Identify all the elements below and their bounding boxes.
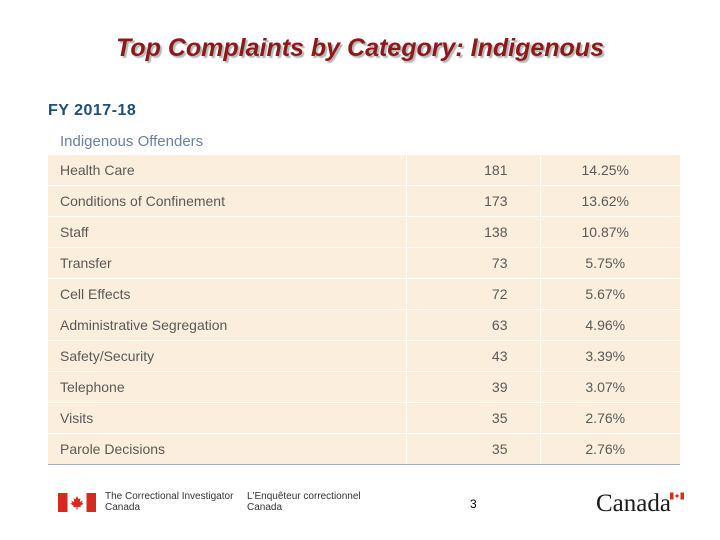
complaints-table: Health Care 181 14.25% Conditions of Con…	[48, 155, 680, 465]
percent-cell: 3.07%	[540, 371, 680, 403]
table-row: Telephone 39 3.07%	[48, 371, 680, 403]
table-row: Visits 35 2.76%	[48, 402, 680, 434]
page-number: 3	[470, 497, 477, 511]
org-name-english-line1: The Correctional Investigator	[105, 491, 234, 502]
slide-title: Top Complaints by Category: Indigenous	[116, 34, 604, 62]
percent-cell: 14.25%	[540, 155, 680, 186]
count-cell: 73	[406, 247, 541, 279]
percent-cell: 5.75%	[540, 247, 680, 279]
category-cell: Cell Effects	[48, 278, 407, 310]
percent-cell: 2.76%	[540, 433, 680, 465]
footer: The Correctional Investigator Canada L'E…	[0, 488, 720, 518]
wordmark-flag-icon	[670, 492, 684, 500]
category-cell: Transfer	[48, 247, 407, 279]
canada-wordmark: Canada	[596, 490, 671, 517]
fiscal-year-label: FY 2017-18	[48, 102, 137, 119]
table-row: Safety/Security 43 3.39%	[48, 340, 680, 372]
category-cell: Health Care	[48, 155, 407, 186]
count-cell: 43	[406, 340, 541, 372]
org-name-english: The Correctional Investigator Canada	[105, 491, 233, 513]
table-row: Staff 138 10.87%	[48, 216, 680, 248]
org-name-french-line2: Canada	[247, 502, 283, 513]
count-cell: 138	[406, 216, 541, 248]
category-cell: Conditions of Confinement	[48, 185, 407, 217]
count-cell: 63	[406, 309, 541, 341]
complaints-table-container: Indigenous Offenders Health Care 181 14.…	[48, 131, 680, 465]
category-cell: Visits	[48, 402, 407, 434]
percent-cell: 5.67%	[540, 278, 680, 310]
org-name-english-line2: Canada	[105, 502, 141, 513]
category-cell: Safety/Security	[48, 340, 407, 372]
category-cell: Staff	[48, 216, 407, 248]
table-caption: Indigenous Offenders	[60, 133, 204, 150]
canada-flag-icon	[58, 493, 96, 512]
table-row: Health Care 181 14.25%	[48, 155, 680, 186]
table-row: Transfer 73 5.75%	[48, 247, 680, 279]
count-cell: 181	[406, 155, 541, 186]
count-cell: 35	[406, 402, 541, 434]
category-cell: Administrative Segregation	[48, 309, 407, 341]
org-name-french-line1: L'Enquêteur correctionnel	[247, 491, 361, 502]
table-row: Cell Effects 72 5.67%	[48, 278, 680, 310]
percent-cell: 2.76%	[540, 402, 680, 434]
category-cell: Telephone	[48, 371, 407, 403]
percent-cell: 3.39%	[540, 340, 680, 372]
table-row: Parole Decisions 35 2.76%	[48, 433, 680, 465]
table-row: Conditions of Confinement 173 13.62%	[48, 185, 680, 217]
percent-cell: 13.62%	[540, 185, 680, 217]
percent-cell: 4.96%	[540, 309, 680, 341]
table-row: Administrative Segregation 63 4.96%	[48, 309, 680, 341]
count-cell: 39	[406, 371, 541, 403]
org-name-french: L'Enquêteur correctionnel Canada	[247, 491, 361, 513]
count-cell: 35	[406, 433, 541, 465]
count-cell: 173	[406, 185, 541, 217]
count-cell: 72	[406, 278, 541, 310]
category-cell: Parole Decisions	[48, 433, 407, 465]
percent-cell: 10.87%	[540, 216, 680, 248]
